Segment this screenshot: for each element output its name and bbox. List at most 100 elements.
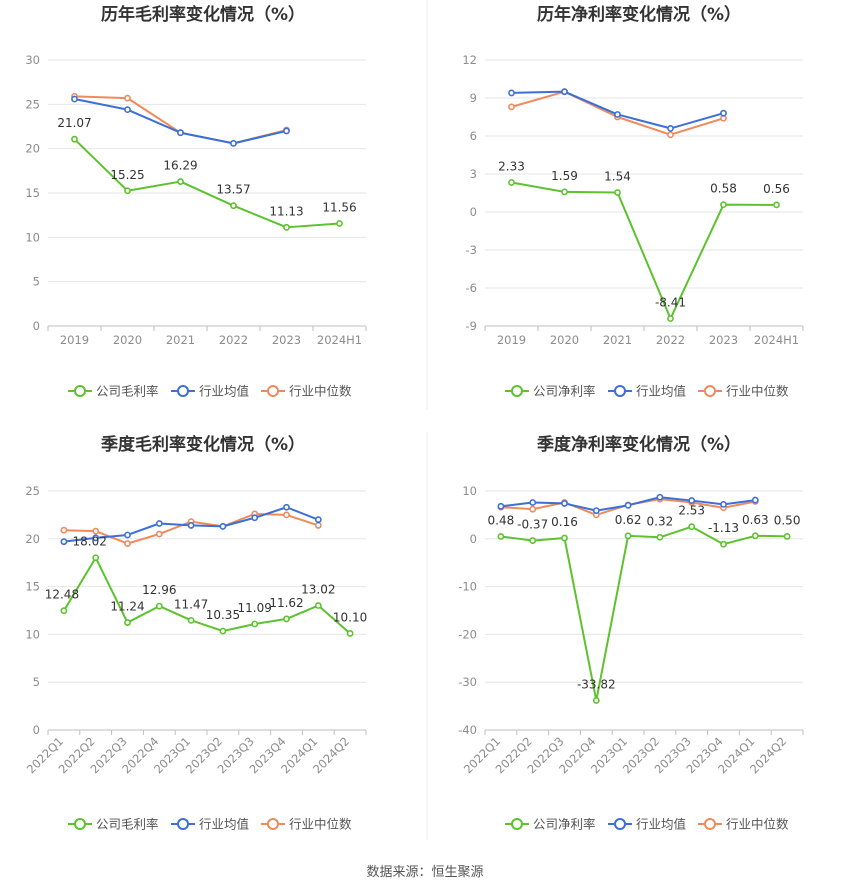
y-tick-label: 25 [25,97,40,111]
data-label: 10.10 [333,610,367,624]
data-point-company [720,201,727,209]
data-point-company [656,533,664,541]
data-label: 11.24 [110,600,144,614]
data-label: 11.62 [269,596,303,610]
y-tick-label: 20 [25,142,40,156]
data-point-company [336,220,343,227]
legend-item-avg: 行业均值 [171,384,249,399]
data-point-median [60,526,68,534]
data-point-company [283,615,290,623]
x-tick-label: 2024H1 [754,333,799,347]
data-label: 0.16 [551,515,578,529]
data-point-avg [529,499,537,506]
legend-label: 公司毛利率 [96,384,159,399]
y-tick-label: 10 [462,484,477,498]
data-point-avg [624,501,632,509]
y-tick-label: 0 [33,319,40,333]
chart-2: 历年净利率变化情况（%） -9 -6 -3 0 3 6 9 12 2019 2020 2021 2022… [462,4,804,399]
legend-marker [511,385,523,397]
data-label: 11.13 [269,204,303,218]
data-label: 13.02 [301,583,335,597]
data-point-avg [251,514,259,522]
data-point-avg [497,502,505,510]
series-line-company [73,138,340,229]
data-point-avg [688,497,696,504]
y-tick-label: 25 [25,484,40,498]
x-tick-label: 2023 [709,333,738,347]
legend-marker [704,385,716,397]
legend: 公司毛利率 行业均值 行业中位数 [68,384,352,399]
legend-item-avg: 行业均值 [608,817,686,832]
data-point-avg [124,106,131,114]
data-label: 1.54 [604,169,631,183]
y-tick-label: -30 [458,675,477,689]
data-point-avg [751,496,759,504]
legend-label: 公司毛利率 [96,817,159,832]
legend-item-avg: 行业均值 [608,384,686,399]
data-point-avg [561,88,568,96]
legend-label: 行业中位数 [726,384,789,399]
legend-item-avg: 行业均值 [171,817,249,832]
y-tick-label: 0 [470,205,477,219]
data-point-company [497,533,505,540]
y-tick-label: 5 [33,275,40,289]
x-tick-label: 2020 [113,333,142,347]
y-tick-label: 9 [470,91,477,105]
data-point-company [251,620,259,628]
data-point-company [124,187,131,195]
data-point-company [124,619,131,626]
data-point-avg [124,531,131,539]
data-point-median [508,103,515,111]
x-tick-label: 2022 [219,333,248,347]
legend-item-company: 公司毛利率 [68,384,159,399]
legend-label: 行业均值 [636,384,686,399]
x-tick-label: 2019 [497,333,526,347]
data-point-avg [60,538,68,546]
data-point-company [230,202,237,210]
legend: 公司净利率 行业均值 行业中位数 [505,384,789,399]
legend-marker [74,818,86,830]
data-label: 10.35 [206,608,240,622]
data-point-company [751,532,759,540]
data-point-avg [187,522,195,529]
legend-label: 行业均值 [199,817,249,832]
data-point-avg [667,124,674,132]
series-line-company [500,525,788,702]
data-point-avg [314,516,322,524]
data-label: 0.50 [774,513,801,527]
data-point-median [529,505,537,513]
y-tick-label: 12 [462,53,477,67]
data-point-avg [561,500,568,507]
data-label: 16.29 [163,159,197,173]
data-point-company [720,540,727,548]
y-tick-label: 0 [470,532,477,546]
chart-1: 历年毛利率变化情况（%） 0 5 10 15 20 25 30 2019 2020 2021 2022… [25,4,367,399]
x-tick-label: 2020 [550,333,579,347]
y-tick-label: 20 [25,532,40,546]
data-point-avg [592,507,600,514]
x-tick-label: 2021 [603,333,632,347]
data-label: 12.96 [142,583,176,597]
data-point-company [60,607,68,615]
data-point-company [155,602,163,610]
legend-item-median: 行业中位数 [261,817,352,832]
data-point-company [508,179,515,186]
y-tick-label: -20 [458,627,477,641]
data-point-median [667,131,674,139]
y-tick-label: 3 [470,167,477,181]
chart-4: 季度净利率变化情况（%）-40-30-20-100102022Q12022Q22… [458,434,804,832]
data-point-avg [720,109,727,117]
data-label: 2.53 [678,504,705,518]
legend-item-company: 公司净利率 [505,384,596,399]
data-label: 11.56 [322,201,356,215]
legend-label: 公司净利率 [533,384,596,399]
data-point-avg [283,127,290,135]
data-point-company [177,178,184,185]
data-point-company [688,523,696,531]
data-point-avg [177,129,184,137]
y-tick-label: 15 [25,186,40,200]
series-line-company [63,556,351,635]
data-point-median [314,522,322,529]
